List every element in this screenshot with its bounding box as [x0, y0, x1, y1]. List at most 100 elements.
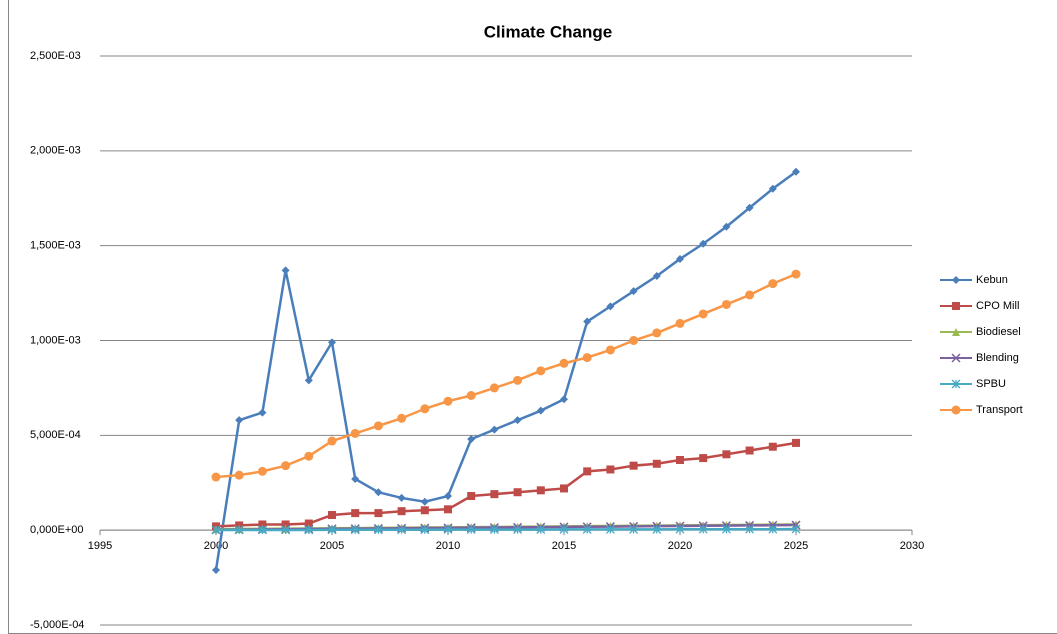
marker [605, 524, 615, 534]
marker [699, 454, 708, 463]
marker [791, 269, 801, 279]
marker [351, 509, 360, 518]
y-tick-label: 2,500E-03 [30, 50, 81, 62]
marker [951, 379, 961, 389]
legend-label: Blending [976, 352, 1019, 364]
marker [606, 302, 615, 311]
marker [351, 474, 360, 483]
marker [582, 353, 592, 363]
marker [420, 497, 429, 506]
marker [281, 266, 290, 275]
marker [652, 272, 661, 281]
legend-label: CPO Mill [976, 300, 1019, 312]
marker [374, 509, 383, 518]
marker [397, 507, 406, 516]
marker [629, 287, 638, 296]
x-tick-label: 2025 [784, 540, 808, 552]
marker [560, 484, 568, 493]
y-tick-label: 1,000E-03 [30, 334, 81, 346]
x-tick-label: 2005 [320, 540, 344, 552]
marker [281, 461, 291, 471]
x-tick-label: 1995 [88, 540, 112, 552]
marker [257, 525, 267, 535]
marker [258, 408, 267, 417]
marker [629, 336, 639, 345]
marker [605, 345, 615, 355]
marker [791, 524, 801, 534]
marker [675, 524, 685, 534]
marker [304, 519, 313, 528]
marker [652, 459, 661, 468]
marker [397, 525, 407, 535]
marker [722, 450, 731, 459]
marker [722, 222, 731, 231]
marker [699, 239, 708, 248]
marker [676, 455, 684, 464]
marker [444, 505, 452, 514]
marker [234, 470, 244, 480]
marker [745, 290, 755, 300]
marker [327, 525, 337, 535]
x-tick-label: 2015 [552, 540, 576, 552]
marker [444, 492, 452, 501]
marker [397, 413, 407, 423]
legend-label: Transport [976, 404, 1023, 416]
marker [560, 395, 568, 404]
marker [792, 167, 800, 176]
marker [676, 254, 684, 263]
marker [629, 461, 638, 470]
marker [652, 524, 662, 534]
marker [792, 438, 800, 447]
series-line [215, 272, 797, 479]
marker [211, 525, 221, 535]
marker [952, 328, 960, 336]
marker [328, 338, 336, 347]
marker [513, 525, 523, 535]
marker [443, 525, 453, 535]
marker [489, 383, 499, 393]
marker [420, 506, 429, 515]
marker [374, 488, 383, 497]
marker [234, 525, 244, 535]
marker [721, 524, 731, 534]
y-tick-label: -5,000E-04 [30, 619, 84, 631]
chart-frame [8, 0, 1057, 634]
x-tick-label: 2010 [436, 540, 460, 552]
marker [373, 525, 383, 535]
marker [350, 525, 360, 535]
marker [304, 376, 313, 385]
marker [745, 524, 755, 534]
marker [536, 406, 545, 415]
marker [258, 520, 267, 529]
marker [212, 565, 220, 574]
marker [629, 524, 639, 534]
marker [536, 366, 546, 376]
marker [698, 309, 708, 319]
marker [420, 404, 430, 414]
marker [467, 435, 476, 444]
marker [951, 353, 961, 363]
marker [397, 493, 406, 502]
marker [466, 525, 476, 535]
marker [211, 472, 221, 482]
marker [350, 428, 360, 438]
marker [768, 184, 777, 193]
marker [420, 525, 430, 535]
marker [583, 467, 592, 476]
legend-label: SPBU [976, 378, 1006, 390]
marker [467, 492, 476, 501]
marker [745, 446, 754, 455]
y-tick-label: 1,500E-03 [30, 240, 81, 252]
legend-label: Kebun [976, 274, 1008, 286]
x-tick-label: 2020 [668, 540, 692, 552]
marker [768, 524, 778, 534]
y-tick-label: 5,000E-04 [30, 429, 81, 441]
marker [675, 318, 685, 328]
x-tick-label: 2000 [204, 540, 228, 552]
series-line [216, 527, 797, 532]
marker [559, 524, 569, 534]
series-line [215, 441, 797, 528]
marker [235, 416, 244, 425]
marker [768, 442, 777, 451]
